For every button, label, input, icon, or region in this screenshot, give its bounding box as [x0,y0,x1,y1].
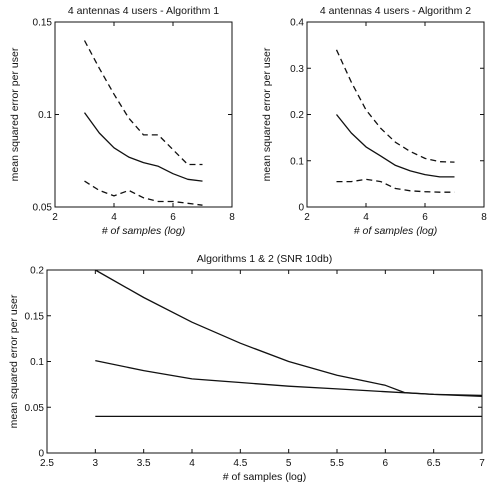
y-axis-label: mean squared error per user [8,294,20,428]
x-tick-label: 4.5 [233,458,247,469]
x-tick-label: 2 [304,212,310,223]
y-axis-label: mean squared error per user [9,47,21,181]
y-tick-label: 0 [38,449,44,460]
chart-title: Algorithms 1 & 2 (SNR 10db) [197,253,332,265]
y-tick-label: 0.05 [25,403,45,414]
x-tick-label: 5 [286,458,292,469]
y-tick-label: 0.1 [290,156,304,167]
y-tick-label: 0.15 [33,18,53,29]
series-line-3 [336,178,455,193]
y-tick-label: 0.4 [290,18,304,29]
chart-title: 4 antennas 4 users - Algorithm 1 [68,5,219,17]
x-tick-label: 6 [170,212,176,223]
x-axis-label: # of samples (log) [223,471,306,483]
x-tick-label: 5.5 [330,458,344,469]
x-tick-label: 8 [481,212,487,223]
x-tick-label: 4 [111,212,117,223]
x-tick-label: 3.5 [137,458,151,469]
y-tick-label: 0.1 [38,110,52,121]
series-line-1 [83,112,203,182]
x-axis-label: # of samples (log) [354,225,437,237]
x-tick-label: 2 [52,212,58,223]
chart-panel-1: 2 4 6 8 0.05 0.1 0.15 4 antennas 4 users - Algo… [9,5,235,237]
x-axis-label: # of samples (log) [102,225,185,237]
x-tick-label: 6 [422,212,428,223]
x-tick-label: 2.5 [40,458,54,469]
chart-panel-3: 2.5 3 3.5 4 4.5 5 5.5 6 6.5 7 0 0.05 0.1 0.15 0.2 Algor… [8,253,485,483]
series-line-1 [94,269,483,397]
series-line-1 [335,114,455,178]
plot-frame [54,21,233,208]
y-axis-label: mean squared error per user [261,47,273,181]
series-line-2 [95,359,483,397]
plot-frame [306,21,485,208]
x-tick-label: 7 [479,458,485,469]
x-tick-label: 4 [189,458,195,469]
series-line-2 [335,49,455,163]
y-tick-label: 0.15 [25,311,45,322]
chart-title: 4 antennas 4 users - Algorithm 2 [320,5,471,17]
x-tick-label: 6 [383,458,389,469]
chart-panel-2: 2 4 6 8 0 0.1 0.2 0.3 0.4 4 antennas 4 users - Al… [261,5,487,237]
x-tick-label: 3 [93,458,99,469]
x-tick-label: 4 [363,212,369,223]
x-tick-label: 6.5 [427,458,441,469]
plot-frame [46,269,483,454]
y-tick-label: 0.1 [30,357,44,368]
y-tick-label: 0 [298,203,304,214]
y-tick-label: 0.2 [30,266,44,277]
x-tick-label: 8 [229,212,235,223]
y-tick-label: 0.05 [33,203,53,214]
y-tick-label: 0.2 [290,110,304,121]
y-tick-label: 0.3 [290,64,304,75]
series-line-3 [84,180,203,206]
series-line-2 [83,40,203,166]
